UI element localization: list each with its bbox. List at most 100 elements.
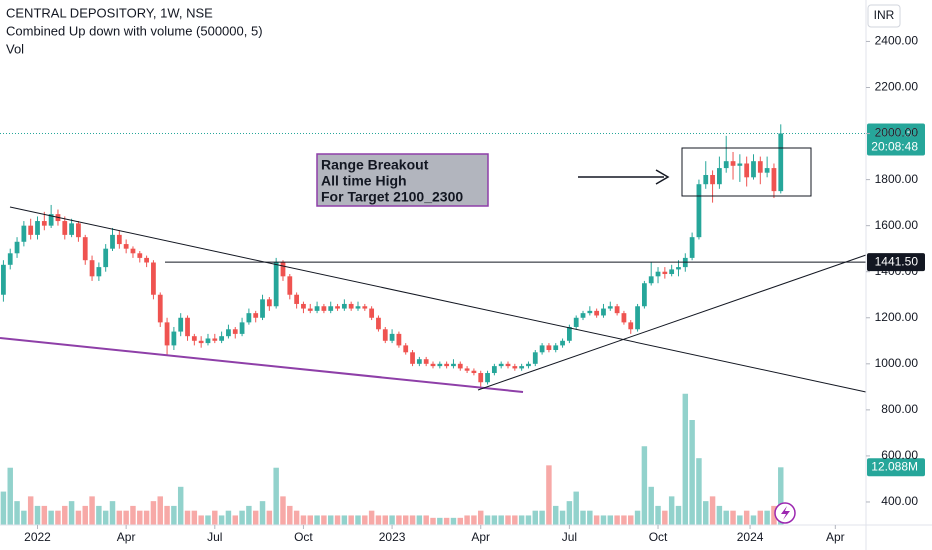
candle-body <box>301 303 306 309</box>
candle-body <box>696 184 702 238</box>
volume-bar <box>239 510 245 525</box>
x-tick-label: Apr <box>826 530 845 544</box>
volume-bar <box>587 510 593 525</box>
volume-bar <box>437 517 443 525</box>
candle-body <box>280 262 286 277</box>
annotation-box <box>316 153 489 207</box>
volume-bar <box>478 510 484 525</box>
volume-bar <box>177 486 184 525</box>
candle-body <box>485 373 490 383</box>
countdown: 20:08:48 <box>871 140 918 154</box>
volume-bar <box>457 517 464 525</box>
volume-bar <box>730 510 736 525</box>
y-tick-label: 800.00 <box>881 402 918 416</box>
volume-bar <box>771 505 777 525</box>
volume-bar <box>443 517 450 525</box>
volume-bar <box>157 496 163 525</box>
volume-bar <box>409 515 416 525</box>
candle-body <box>655 271 661 277</box>
volume-bar <box>498 515 504 525</box>
volume-bar <box>75 510 82 525</box>
candle-body <box>321 306 327 311</box>
candle-body <box>266 299 272 307</box>
volume-label: 12.088M <box>871 459 918 473</box>
volume-bar <box>123 510 129 525</box>
volume-bar <box>252 510 259 525</box>
candle-body <box>519 366 525 369</box>
candle-body <box>287 276 293 295</box>
volume-bar <box>668 496 675 525</box>
volume-bar <box>607 515 614 525</box>
candle-body <box>648 276 654 284</box>
volume-bar <box>300 515 307 525</box>
candle-body <box>226 329 231 337</box>
y-tick-label: 1800.00 <box>875 172 919 186</box>
last-price-label: 2000.30 <box>875 126 919 140</box>
volume-bar <box>232 515 238 525</box>
candle-body <box>614 306 620 314</box>
volume-bar <box>750 515 757 525</box>
candle-body <box>635 306 640 330</box>
volume-bar <box>396 515 402 525</box>
plot-area <box>0 124 866 525</box>
volume-bar <box>382 515 388 525</box>
volume-bar <box>27 496 34 525</box>
volume-bar <box>321 515 327 525</box>
alert-icon-bolt[interactable] <box>781 506 790 520</box>
trendline <box>477 254 867 391</box>
volume-bar <box>137 510 143 525</box>
volume-bar <box>68 501 75 525</box>
volume-bar <box>525 515 532 525</box>
candle-body <box>471 370 477 374</box>
currency[interactable]: INR <box>874 8 895 22</box>
candle-body <box>48 214 54 226</box>
candle-body <box>82 237 88 261</box>
candle-body <box>669 269 675 275</box>
currency-box[interactable] <box>867 4 901 28</box>
candle-body <box>219 336 225 341</box>
volume-bar <box>450 517 457 525</box>
volume-bar <box>259 501 266 525</box>
candle-body <box>151 262 156 295</box>
candle-body <box>144 257 149 263</box>
candle-body <box>110 234 115 249</box>
candle-body <box>212 338 218 341</box>
volume-bar <box>205 515 211 525</box>
annotation: For Target 2100_2300 <box>321 189 463 205</box>
volume-bar <box>34 505 41 525</box>
indicator-label: Vol <box>6 41 24 56</box>
volume-bar <box>689 420 695 525</box>
candle-body <box>607 306 613 309</box>
candle-body <box>601 308 606 316</box>
candle-body <box>376 317 381 330</box>
volume-bar <box>662 510 668 525</box>
x-tick-label: Oct <box>649 530 668 544</box>
candle-body <box>710 175 715 185</box>
volume-bar <box>573 491 579 525</box>
volume-bar <box>355 515 361 525</box>
candle-body <box>505 363 511 367</box>
level-label: 1441.50 <box>875 254 919 268</box>
candle-body <box>294 294 300 304</box>
y-tick-label: 2400.00 <box>875 34 919 48</box>
x-tick-label: Apr <box>471 530 490 544</box>
candle-body <box>69 223 74 235</box>
candle-body <box>532 352 538 364</box>
y-tick-label: 600.00 <box>881 448 918 462</box>
volume-bar <box>600 515 607 525</box>
candle-body <box>314 306 320 311</box>
volume-bar <box>675 505 682 525</box>
volume-bar <box>709 496 716 525</box>
volume-bar <box>314 515 320 525</box>
volume-bar <box>143 510 150 525</box>
trendline <box>0 337 524 393</box>
volume-bar <box>348 515 354 525</box>
volume-bar <box>246 505 252 525</box>
volume-bar <box>102 510 109 525</box>
candle-body <box>76 223 81 238</box>
y-tick-label: 2200.00 <box>875 80 919 94</box>
volume-bar <box>55 510 61 525</box>
candle-body <box>28 225 34 235</box>
x-tick-label: Oct <box>294 530 313 544</box>
candle-body <box>573 317 579 327</box>
